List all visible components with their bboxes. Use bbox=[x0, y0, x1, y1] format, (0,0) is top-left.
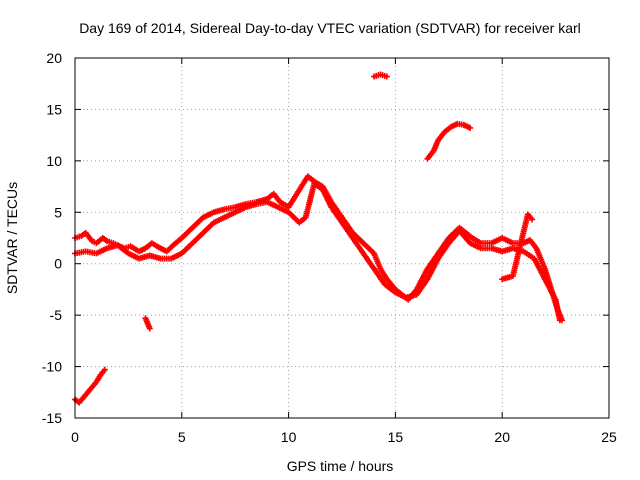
y-tick-label: 20 bbox=[46, 50, 62, 66]
y-axis-label: SDTVAR / TECUs bbox=[4, 182, 20, 294]
y-tick-label: -5 bbox=[50, 307, 63, 323]
series-main-b bbox=[72, 180, 563, 324]
y-tick-label: 5 bbox=[54, 204, 62, 220]
x-tick-label: 15 bbox=[388, 429, 404, 445]
chart-title: Day 169 of 2014, Sidereal Day-to-day VTE… bbox=[79, 20, 581, 36]
x-tick-label: 20 bbox=[494, 429, 510, 445]
plot-frame bbox=[74, 57, 610, 419]
series-isolated-d bbox=[499, 211, 536, 283]
data-point bbox=[467, 124, 474, 131]
data-point bbox=[101, 366, 108, 373]
series-isolated-a bbox=[142, 315, 153, 332]
series-early-low bbox=[72, 366, 108, 406]
grid bbox=[75, 58, 609, 418]
y-tick-label: 10 bbox=[46, 153, 62, 169]
data-point bbox=[146, 325, 153, 332]
x-tick-label: 10 bbox=[281, 429, 297, 445]
y-tick-label: -10 bbox=[42, 359, 62, 375]
data-point bbox=[529, 216, 536, 223]
y-tick-label: 0 bbox=[54, 256, 62, 272]
data-point bbox=[383, 73, 390, 80]
y-tick-label: 15 bbox=[46, 101, 62, 117]
y-tick-label: -15 bbox=[42, 410, 62, 426]
x-tick-label: 5 bbox=[178, 429, 186, 445]
series-isolated-c bbox=[424, 120, 474, 162]
data-points bbox=[72, 71, 566, 406]
data-point bbox=[556, 317, 563, 324]
x-axis-label: GPS time / hours bbox=[287, 458, 394, 474]
series-isolated-b bbox=[371, 71, 390, 80]
x-tick-label: 25 bbox=[601, 429, 617, 445]
x-tick-label: 0 bbox=[71, 429, 79, 445]
axis-ticks: 0 5 10 15 20 25 -15 -10 -5 0 5 10 15 20 bbox=[42, 50, 617, 445]
